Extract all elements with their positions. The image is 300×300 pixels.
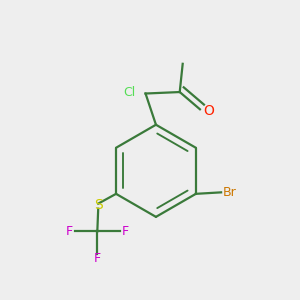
- Text: S: S: [94, 198, 103, 212]
- Text: F: F: [94, 252, 101, 266]
- Text: F: F: [122, 225, 128, 238]
- Text: Cl: Cl: [123, 85, 135, 98]
- Text: Br: Br: [223, 186, 236, 199]
- Text: O: O: [203, 104, 214, 118]
- Text: F: F: [66, 225, 73, 238]
